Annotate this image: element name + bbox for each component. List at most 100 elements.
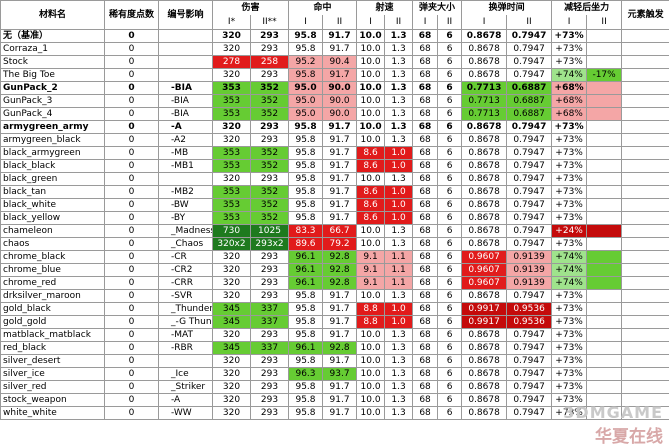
damage-2-cell: 352: [249, 198, 290, 212]
accuracy-2-cell: 91.7: [322, 380, 358, 394]
mag-2-cell: 6: [437, 29, 463, 43]
table-row: chaos 0 _Chaos 320x2 293x2 89.6 79.2 10.0 1.3 68 6…: [0, 237, 669, 251]
reduction-1-cell: +73%: [551, 172, 588, 186]
reduction-2-cell: [586, 380, 623, 394]
accuracy-2-cell: 91.7: [322, 328, 358, 342]
rarity-cell: 0: [104, 185, 159, 199]
mag-2-cell: 6: [437, 42, 463, 56]
rarity-cell: 0: [104, 198, 159, 212]
rate-1-cell: 8.8: [356, 302, 386, 316]
element-cell: [621, 315, 669, 329]
element-cell: [621, 289, 669, 303]
mag-1-cell: 68: [412, 380, 439, 394]
table-row: black_yellow 0 -BY 353 352 95.8 91.7 8.6 1.0 68 6 0…: [0, 211, 669, 225]
damage-2-cell: 352: [249, 94, 290, 108]
rate-2-cell: 1.3: [384, 172, 414, 186]
damage-1-cell: 320: [212, 250, 251, 264]
reduction-1-cell: +73%: [551, 302, 588, 316]
code-cell: -BIA: [158, 81, 213, 95]
reduction-2-cell: [586, 211, 623, 225]
accuracy-1-cell: 95.8: [288, 211, 324, 225]
mag-1-cell: 68: [412, 133, 439, 147]
material-stats-table: 材料名 稀有度点数 编号影响 伤害 命中 射速 弹夹大小 换弹时间 减轻后坐力 …: [0, 0, 669, 420]
code-cell: [158, 55, 213, 69]
rarity-cell: 0: [104, 276, 159, 290]
reload-1-cell: 0.8678: [461, 289, 508, 303]
reload-1-cell: 0.8678: [461, 211, 508, 225]
reduction-2-cell: [586, 94, 623, 108]
reload-2-cell: 0.7947: [506, 211, 553, 225]
accuracy-1-cell: 83.3: [288, 224, 324, 238]
mag-1-cell: 68: [412, 263, 439, 277]
reload-2-cell: 0.7947: [506, 198, 553, 212]
code-cell: -MB: [158, 146, 213, 160]
code-cell: -A: [158, 393, 213, 407]
damage-1-cell: 353: [212, 159, 251, 173]
reduction-1-cell: +68%: [551, 81, 588, 95]
table-row: chrome_red 0 -CRR 320 293 96.1 92.8 9.1 1.1 68 6 0.…: [0, 276, 669, 290]
rate-2-cell: 1.3: [384, 68, 414, 82]
mag-1-cell: 68: [412, 120, 439, 134]
accuracy-2-cell: 91.7: [322, 146, 358, 160]
rate-1-cell: 10.0: [356, 29, 386, 43]
accuracy-1-cell: 95.0: [288, 94, 324, 108]
code-cell: -MB2: [158, 185, 213, 199]
mag-1-cell: 68: [412, 68, 439, 82]
accuracy-2-cell: 91.7: [322, 172, 358, 186]
reduction-1-cell: +73%: [551, 367, 588, 381]
element-cell: [621, 211, 669, 225]
reload-1-cell: 0.8678: [461, 185, 508, 199]
reload-1-cell: 0.9917: [461, 315, 508, 329]
rate-2-cell: 1.3: [384, 328, 414, 342]
rate-1-cell: 10.0: [356, 380, 386, 394]
accuracy-2-cell: 91.7: [322, 354, 358, 368]
rarity-cell: 0: [104, 211, 159, 225]
rate-1-cell: 10.0: [356, 406, 386, 420]
reload-2-cell: 0.9139: [506, 263, 553, 277]
accuracy-2-cell: 91.7: [322, 315, 358, 329]
mag-1-cell: 68: [412, 146, 439, 160]
subheader-cell: II**: [249, 15, 290, 30]
table-row: Corraza_1 0 320 293 95.8 91.7 10.0 1.3 68 6 0.8678…: [0, 42, 669, 56]
reduction-2-cell: [586, 120, 623, 134]
mag-1-cell: 68: [412, 81, 439, 95]
reduction-1-cell: +73%: [551, 289, 588, 303]
damage-2-cell: 293: [249, 354, 290, 368]
accuracy-2-cell: 91.7: [322, 185, 358, 199]
rate-2-cell: 1.3: [384, 380, 414, 394]
element-cell: [621, 68, 669, 82]
rate-2-cell: 1.3: [384, 94, 414, 108]
mag-2-cell: 6: [437, 276, 463, 290]
table-row: 无（基准） 0 320 293 95.8 91.7 10.0 1.3 68 6 0.8678 0.79…: [0, 29, 669, 43]
accuracy-2-cell: 91.7: [322, 133, 358, 147]
rate-2-cell: 1.3: [384, 237, 414, 251]
reduction-2-cell: [586, 302, 623, 316]
reload-2-cell: 0.7947: [506, 380, 553, 394]
reload-2-cell: 0.7947: [506, 42, 553, 56]
rate-2-cell: 1.0: [384, 146, 414, 160]
rarity-cell: 0: [104, 341, 159, 355]
rate-2-cell: 1.3: [384, 55, 414, 69]
mag-1-cell: 68: [412, 406, 439, 420]
damage-2-cell: 293: [249, 133, 290, 147]
mag-2-cell: 6: [437, 302, 463, 316]
header-reload: 换弹时间: [461, 0, 553, 15]
rate-2-cell: 1.0: [384, 315, 414, 329]
rate-1-cell: 10.0: [356, 172, 386, 186]
reload-2-cell: 0.7947: [506, 185, 553, 199]
header-material: 材料名: [0, 0, 105, 30]
material-name-cell: chrome_blue: [0, 263, 105, 277]
reduction-2-cell: [586, 393, 623, 407]
rarity-cell: 0: [104, 94, 159, 108]
reload-2-cell: 0.7947: [506, 341, 553, 355]
reduction-1-cell: +24%: [551, 224, 588, 238]
rate-1-cell: 10.0: [356, 55, 386, 69]
rarity-cell: 0: [104, 107, 159, 121]
mag-2-cell: 6: [437, 263, 463, 277]
code-cell: _-G Thunder: [158, 315, 213, 329]
mag-1-cell: 68: [412, 315, 439, 329]
material-name-cell: gold_gold: [0, 315, 105, 329]
element-cell: [621, 120, 669, 134]
element-cell: [621, 94, 669, 108]
damage-2-cell: 293: [249, 289, 290, 303]
